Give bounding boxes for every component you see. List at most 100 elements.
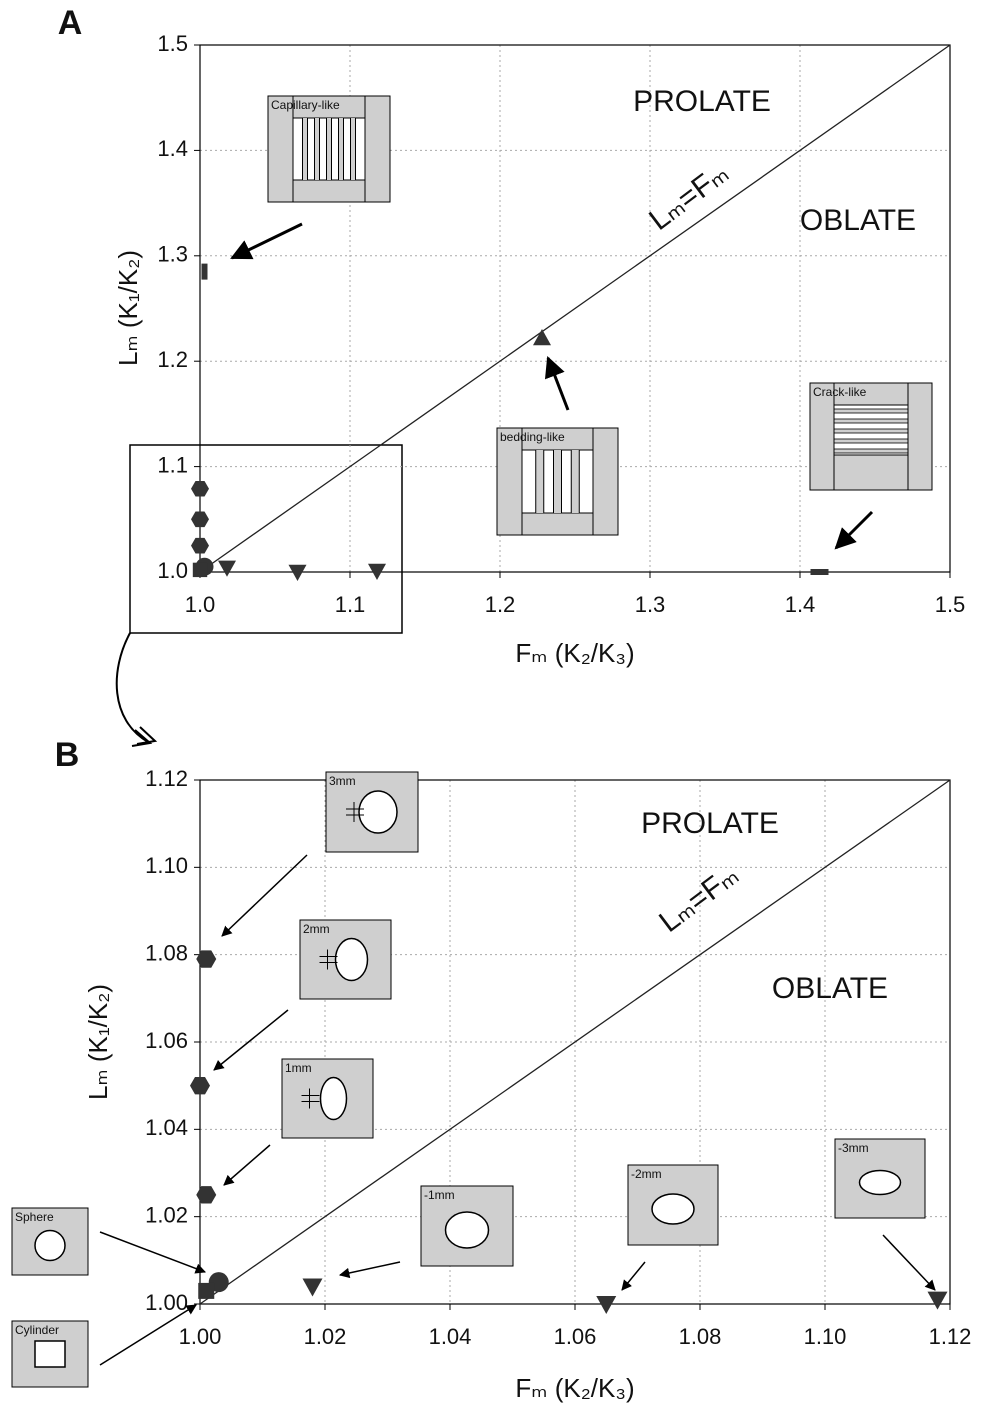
x-tick-label: 1.1 (335, 592, 366, 617)
inset-label: Capillary-like (271, 98, 340, 112)
y-tick-label: 1.12 (145, 766, 188, 791)
triangle-marker (218, 561, 236, 577)
annotation: Lₘ=Fₘ (653, 859, 745, 939)
inset: -2mm (628, 1165, 718, 1245)
x-tick-label: 1.06 (554, 1324, 597, 1349)
inset: Cylinder (12, 1321, 88, 1387)
x-tick-label: 1.5 (935, 592, 966, 617)
inset-label: 1mm (285, 1061, 312, 1075)
inset-label: -3mm (838, 1141, 869, 1155)
triangle-marker (596, 1296, 616, 1314)
annotation: Lₘ=Fₘ (643, 157, 735, 237)
inset-hole (35, 1231, 65, 1261)
inset-hole (860, 1171, 901, 1195)
inset: 3mm (326, 772, 418, 852)
inset-label: Cylinder (15, 1323, 59, 1337)
square-marker (193, 563, 207, 577)
panel-label: A (58, 4, 83, 42)
zoom-arrow-head (132, 727, 155, 746)
inset: Crack-like (810, 383, 932, 490)
annotation: OBLATE (772, 972, 888, 1005)
triangle-marker (303, 1279, 323, 1297)
x-tick-label: 1.10 (804, 1324, 847, 1349)
y-axis-title: Lₘ (K₁/K₂) (113, 250, 143, 366)
inset-bar (834, 419, 908, 423)
x-tick-label: 1.2 (485, 592, 516, 617)
bar-marker (202, 264, 208, 280)
pointer-arrow (214, 1010, 288, 1070)
inset: -3mm (835, 1139, 925, 1218)
x-tick-label: 1.12 (929, 1324, 972, 1349)
inset: bedding-like (497, 428, 618, 535)
x-tick-label: 1.04 (429, 1324, 472, 1349)
annotation: OBLATE (800, 204, 916, 237)
pointer-arrow (883, 1235, 935, 1290)
inset-label: 3mm (329, 774, 356, 788)
y-tick-label: 1.08 (145, 940, 188, 965)
triangle-marker (289, 565, 307, 581)
x-axis-title: Fₘ (K₂/K₃) (515, 1373, 634, 1403)
inset: 2mm (300, 920, 391, 999)
inset-label: -2mm (631, 1167, 662, 1181)
inset-bar (834, 409, 908, 413)
pointer-arrow (224, 1145, 270, 1185)
inset-label: bedding-like (500, 430, 565, 444)
inset: Sphere (12, 1208, 88, 1275)
y-tick-label: 1.4 (157, 136, 188, 161)
x-tick-label: 1.0 (185, 592, 216, 617)
zoom-arrow (117, 633, 148, 742)
y-tick-label: 1.0 (157, 558, 188, 583)
x-tick-label: 1.00 (179, 1324, 222, 1349)
square-marker (198, 1283, 214, 1299)
hexagon-marker (191, 512, 209, 528)
y-tick-label: 1.02 (145, 1202, 188, 1227)
x-tick-label: 1.08 (679, 1324, 722, 1349)
inset-hole (446, 1212, 489, 1248)
inset: -1mm (421, 1186, 513, 1266)
inset-hole (35, 1341, 65, 1367)
inset-bar (834, 449, 908, 453)
hexagon-marker (196, 950, 216, 967)
inset-hole (359, 791, 397, 833)
inset-hole (652, 1194, 694, 1224)
x-tick-label: 1.4 (785, 592, 816, 617)
inset: Capillary-like (268, 96, 390, 202)
y-tick-label: 1.00 (145, 1290, 188, 1315)
inset-bar (834, 429, 908, 433)
hexagon-marker (190, 1077, 210, 1094)
pointer-arrow (222, 855, 307, 936)
x-axis-title: Fₘ (K₂/K₃) (515, 638, 634, 668)
triangle-marker (533, 329, 551, 345)
x-tick-label: 1.3 (635, 592, 666, 617)
pointer-arrow (340, 1262, 400, 1275)
triangle-marker (928, 1292, 948, 1310)
annotation: PROLATE (633, 85, 771, 118)
y-tick-label: 1.3 (157, 242, 188, 267)
inset-bar (834, 439, 908, 443)
pointer-arrow (100, 1232, 205, 1272)
y-tick-label: 1.5 (157, 31, 188, 56)
pointer-arrow (836, 512, 872, 548)
inset-hole (336, 939, 368, 981)
y-tick-label: 1.10 (145, 853, 188, 878)
y-tick-label: 1.06 (145, 1028, 188, 1053)
inset-label: -1mm (424, 1188, 455, 1202)
y-axis-title: Lₘ (K₁/K₂) (83, 984, 113, 1100)
annotation: PROLATE (641, 807, 779, 840)
inset-label: 2mm (303, 922, 330, 936)
inset-hole (321, 1078, 347, 1120)
panel-label: B (55, 736, 80, 774)
pointer-arrow (232, 224, 302, 258)
inset-label: Crack-like (813, 385, 867, 399)
hexagon-marker (191, 481, 209, 497)
pointer-arrow (548, 358, 568, 410)
figure: 1.01.11.21.31.41.51.01.11.21.31.41.5AFₘ … (0, 0, 985, 1414)
pointer-arrow (622, 1262, 645, 1290)
hexagon-marker (191, 538, 209, 554)
y-tick-label: 1.2 (157, 347, 188, 372)
inset-label: Sphere (15, 1210, 54, 1224)
x-tick-label: 1.02 (304, 1324, 347, 1349)
inset: 1mm (282, 1059, 373, 1138)
y-tick-label: 1.04 (145, 1115, 188, 1140)
bar-marker (811, 569, 829, 575)
